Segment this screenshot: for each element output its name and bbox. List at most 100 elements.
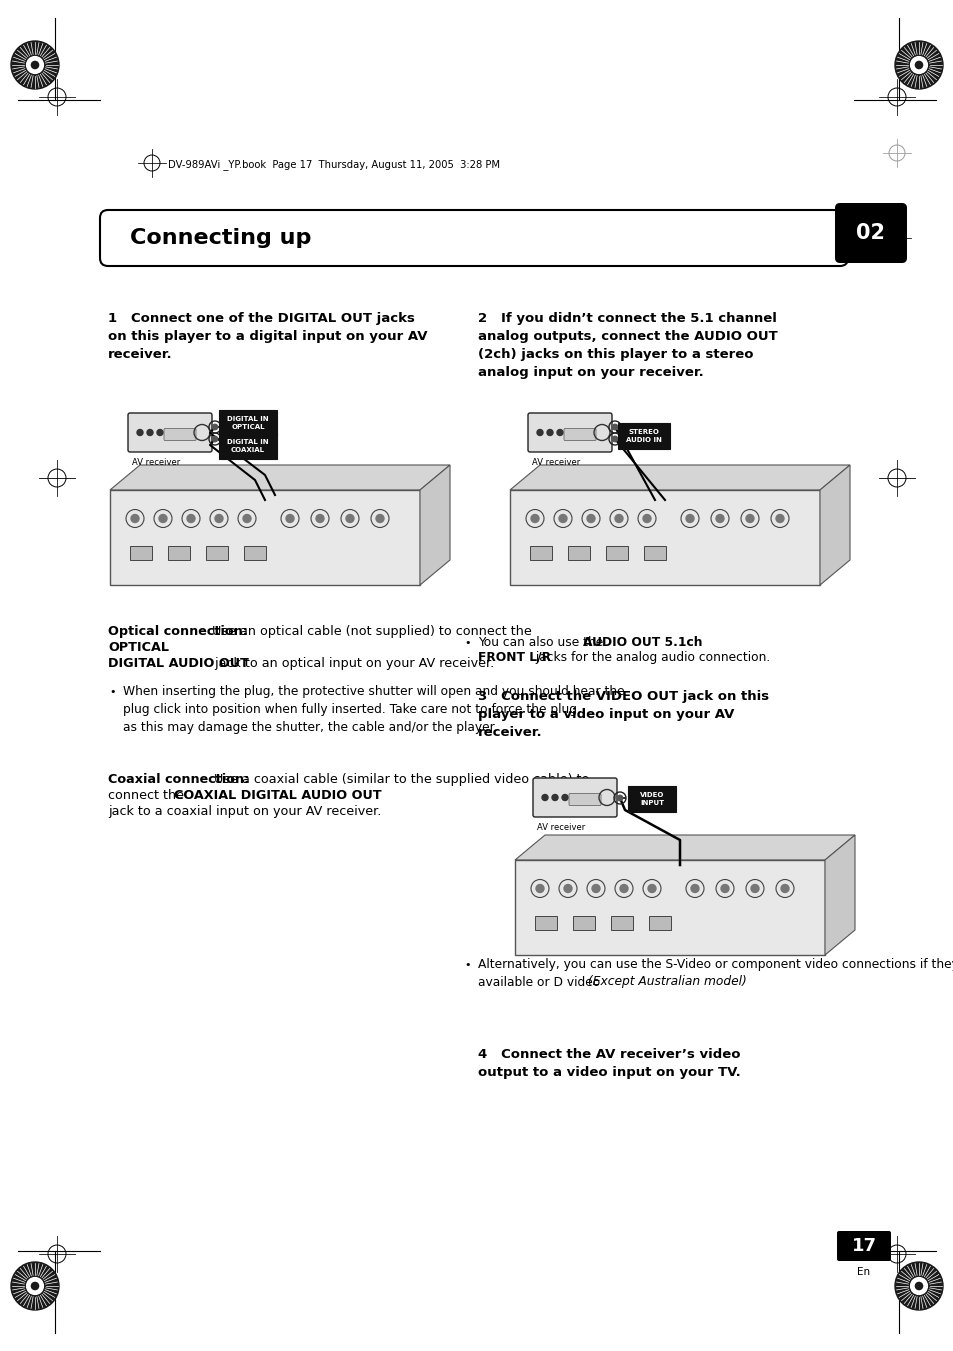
Text: AV receiver: AV receiver: [537, 823, 584, 832]
Polygon shape: [510, 465, 849, 490]
Polygon shape: [419, 465, 450, 585]
Bar: [610, 916, 633, 929]
Text: AV receiver: AV receiver: [132, 458, 180, 467]
Circle shape: [213, 424, 217, 430]
Polygon shape: [820, 465, 849, 585]
Circle shape: [642, 515, 650, 523]
Text: When inserting the plug, the protective shutter will open and you should hear th: When inserting the plug, the protective …: [123, 685, 624, 734]
Circle shape: [31, 61, 38, 69]
Text: OPTICAL: OPTICAL: [108, 640, 169, 654]
Circle shape: [586, 515, 595, 523]
Text: •: •: [463, 638, 470, 648]
Circle shape: [745, 515, 753, 523]
Text: DIGITAL IN
COAXIAL: DIGITAL IN COAXIAL: [227, 439, 269, 453]
Bar: [130, 546, 152, 559]
Text: DIGITAL AUDIO OUT: DIGITAL AUDIO OUT: [108, 657, 249, 670]
Circle shape: [894, 41, 942, 89]
Circle shape: [720, 885, 728, 893]
Text: jack to a coaxial input on your AV receiver.: jack to a coaxial input on your AV recei…: [108, 805, 381, 817]
Circle shape: [11, 1262, 59, 1310]
Text: VIDEO
INPUT: VIDEO INPUT: [639, 792, 663, 805]
Text: •: •: [463, 961, 470, 970]
Bar: [627, 786, 676, 812]
Circle shape: [910, 57, 926, 73]
Circle shape: [157, 430, 163, 435]
Text: FRONT L/R: FRONT L/R: [477, 651, 551, 663]
Circle shape: [213, 436, 217, 442]
Circle shape: [750, 885, 759, 893]
Bar: [573, 916, 595, 929]
Bar: [605, 546, 627, 559]
FancyBboxPatch shape: [100, 209, 847, 266]
FancyBboxPatch shape: [164, 428, 195, 440]
Text: (Except Australian model): (Except Australian model): [587, 975, 746, 988]
Bar: [206, 546, 228, 559]
Text: 17: 17: [851, 1238, 876, 1255]
Circle shape: [537, 430, 542, 435]
Text: COAXIAL DIGITAL AUDIO OUT: COAXIAL DIGITAL AUDIO OUT: [173, 789, 381, 802]
Text: jacks for the analog audio connection.: jacks for the analog audio connection.: [532, 651, 769, 663]
Circle shape: [910, 1278, 926, 1294]
Circle shape: [27, 57, 43, 73]
Text: You can also use the: You can also use the: [477, 636, 606, 648]
Circle shape: [612, 436, 617, 442]
Circle shape: [592, 885, 599, 893]
Circle shape: [612, 424, 617, 430]
Text: 2   If you didn’t connect the 5.1 channel
analog outputs, connect the AUDIO OUT
: 2 If you didn’t connect the 5.1 channel …: [477, 312, 777, 380]
Text: STEREO
AUDIO IN: STEREO AUDIO IN: [625, 430, 661, 443]
Bar: [219, 434, 276, 459]
Text: •: •: [109, 688, 115, 697]
Text: En: En: [857, 1267, 870, 1277]
Circle shape: [552, 794, 558, 801]
Circle shape: [894, 1262, 942, 1310]
Circle shape: [915, 1282, 922, 1290]
Text: jack to an optical input on your AV receiver.: jack to an optical input on your AV rece…: [211, 657, 494, 670]
Text: 3   Connect the VIDEO OUT jack on this
player to a video input on your AV
receiv: 3 Connect the VIDEO OUT jack on this pla…: [477, 690, 768, 739]
Circle shape: [214, 515, 223, 523]
Circle shape: [137, 430, 143, 435]
FancyBboxPatch shape: [128, 413, 212, 453]
Circle shape: [11, 41, 59, 89]
Circle shape: [716, 515, 723, 523]
Circle shape: [346, 515, 354, 523]
Text: AV receiver: AV receiver: [532, 458, 579, 467]
FancyBboxPatch shape: [533, 778, 617, 817]
Text: Use an optical cable (not supplied) to connect the: Use an optical cable (not supplied) to c…: [208, 626, 531, 638]
Polygon shape: [110, 465, 450, 490]
Text: Coaxial connection:: Coaxial connection:: [108, 773, 249, 786]
FancyBboxPatch shape: [568, 793, 600, 805]
Bar: [168, 546, 190, 559]
Text: 1   Connect one of the DIGITAL OUT jacks
on this player to a digital input on yo: 1 Connect one of the DIGITAL OUT jacks o…: [108, 312, 427, 361]
Circle shape: [546, 430, 553, 435]
Polygon shape: [824, 835, 854, 955]
Text: 02: 02: [856, 223, 884, 243]
FancyBboxPatch shape: [836, 1231, 890, 1260]
Bar: [618, 423, 669, 449]
Circle shape: [558, 515, 566, 523]
Text: 4   Connect the AV receiver’s video
output to a video input on your TV.: 4 Connect the AV receiver’s video output…: [477, 1048, 740, 1079]
Bar: [219, 409, 276, 436]
Circle shape: [541, 794, 547, 801]
Bar: [567, 546, 589, 559]
FancyBboxPatch shape: [563, 428, 596, 440]
Circle shape: [647, 885, 656, 893]
Circle shape: [536, 885, 543, 893]
Text: Use a coaxial cable (similar to the supplied video cable) to: Use a coaxial cable (similar to the supp…: [210, 773, 589, 786]
Bar: [535, 916, 557, 929]
Circle shape: [685, 515, 693, 523]
Bar: [515, 861, 824, 955]
Bar: [648, 916, 670, 929]
Circle shape: [775, 515, 783, 523]
Bar: [510, 490, 820, 585]
Circle shape: [31, 1282, 38, 1290]
Bar: [244, 546, 266, 559]
Circle shape: [557, 430, 562, 435]
Circle shape: [315, 515, 324, 523]
FancyBboxPatch shape: [834, 203, 906, 263]
Text: DIGITAL IN
OPTICAL: DIGITAL IN OPTICAL: [227, 416, 269, 430]
FancyBboxPatch shape: [527, 413, 612, 453]
Text: connect the: connect the: [108, 789, 188, 802]
Circle shape: [131, 515, 139, 523]
Circle shape: [915, 61, 922, 69]
Text: AUDIO OUT 5.1ch: AUDIO OUT 5.1ch: [582, 636, 701, 648]
